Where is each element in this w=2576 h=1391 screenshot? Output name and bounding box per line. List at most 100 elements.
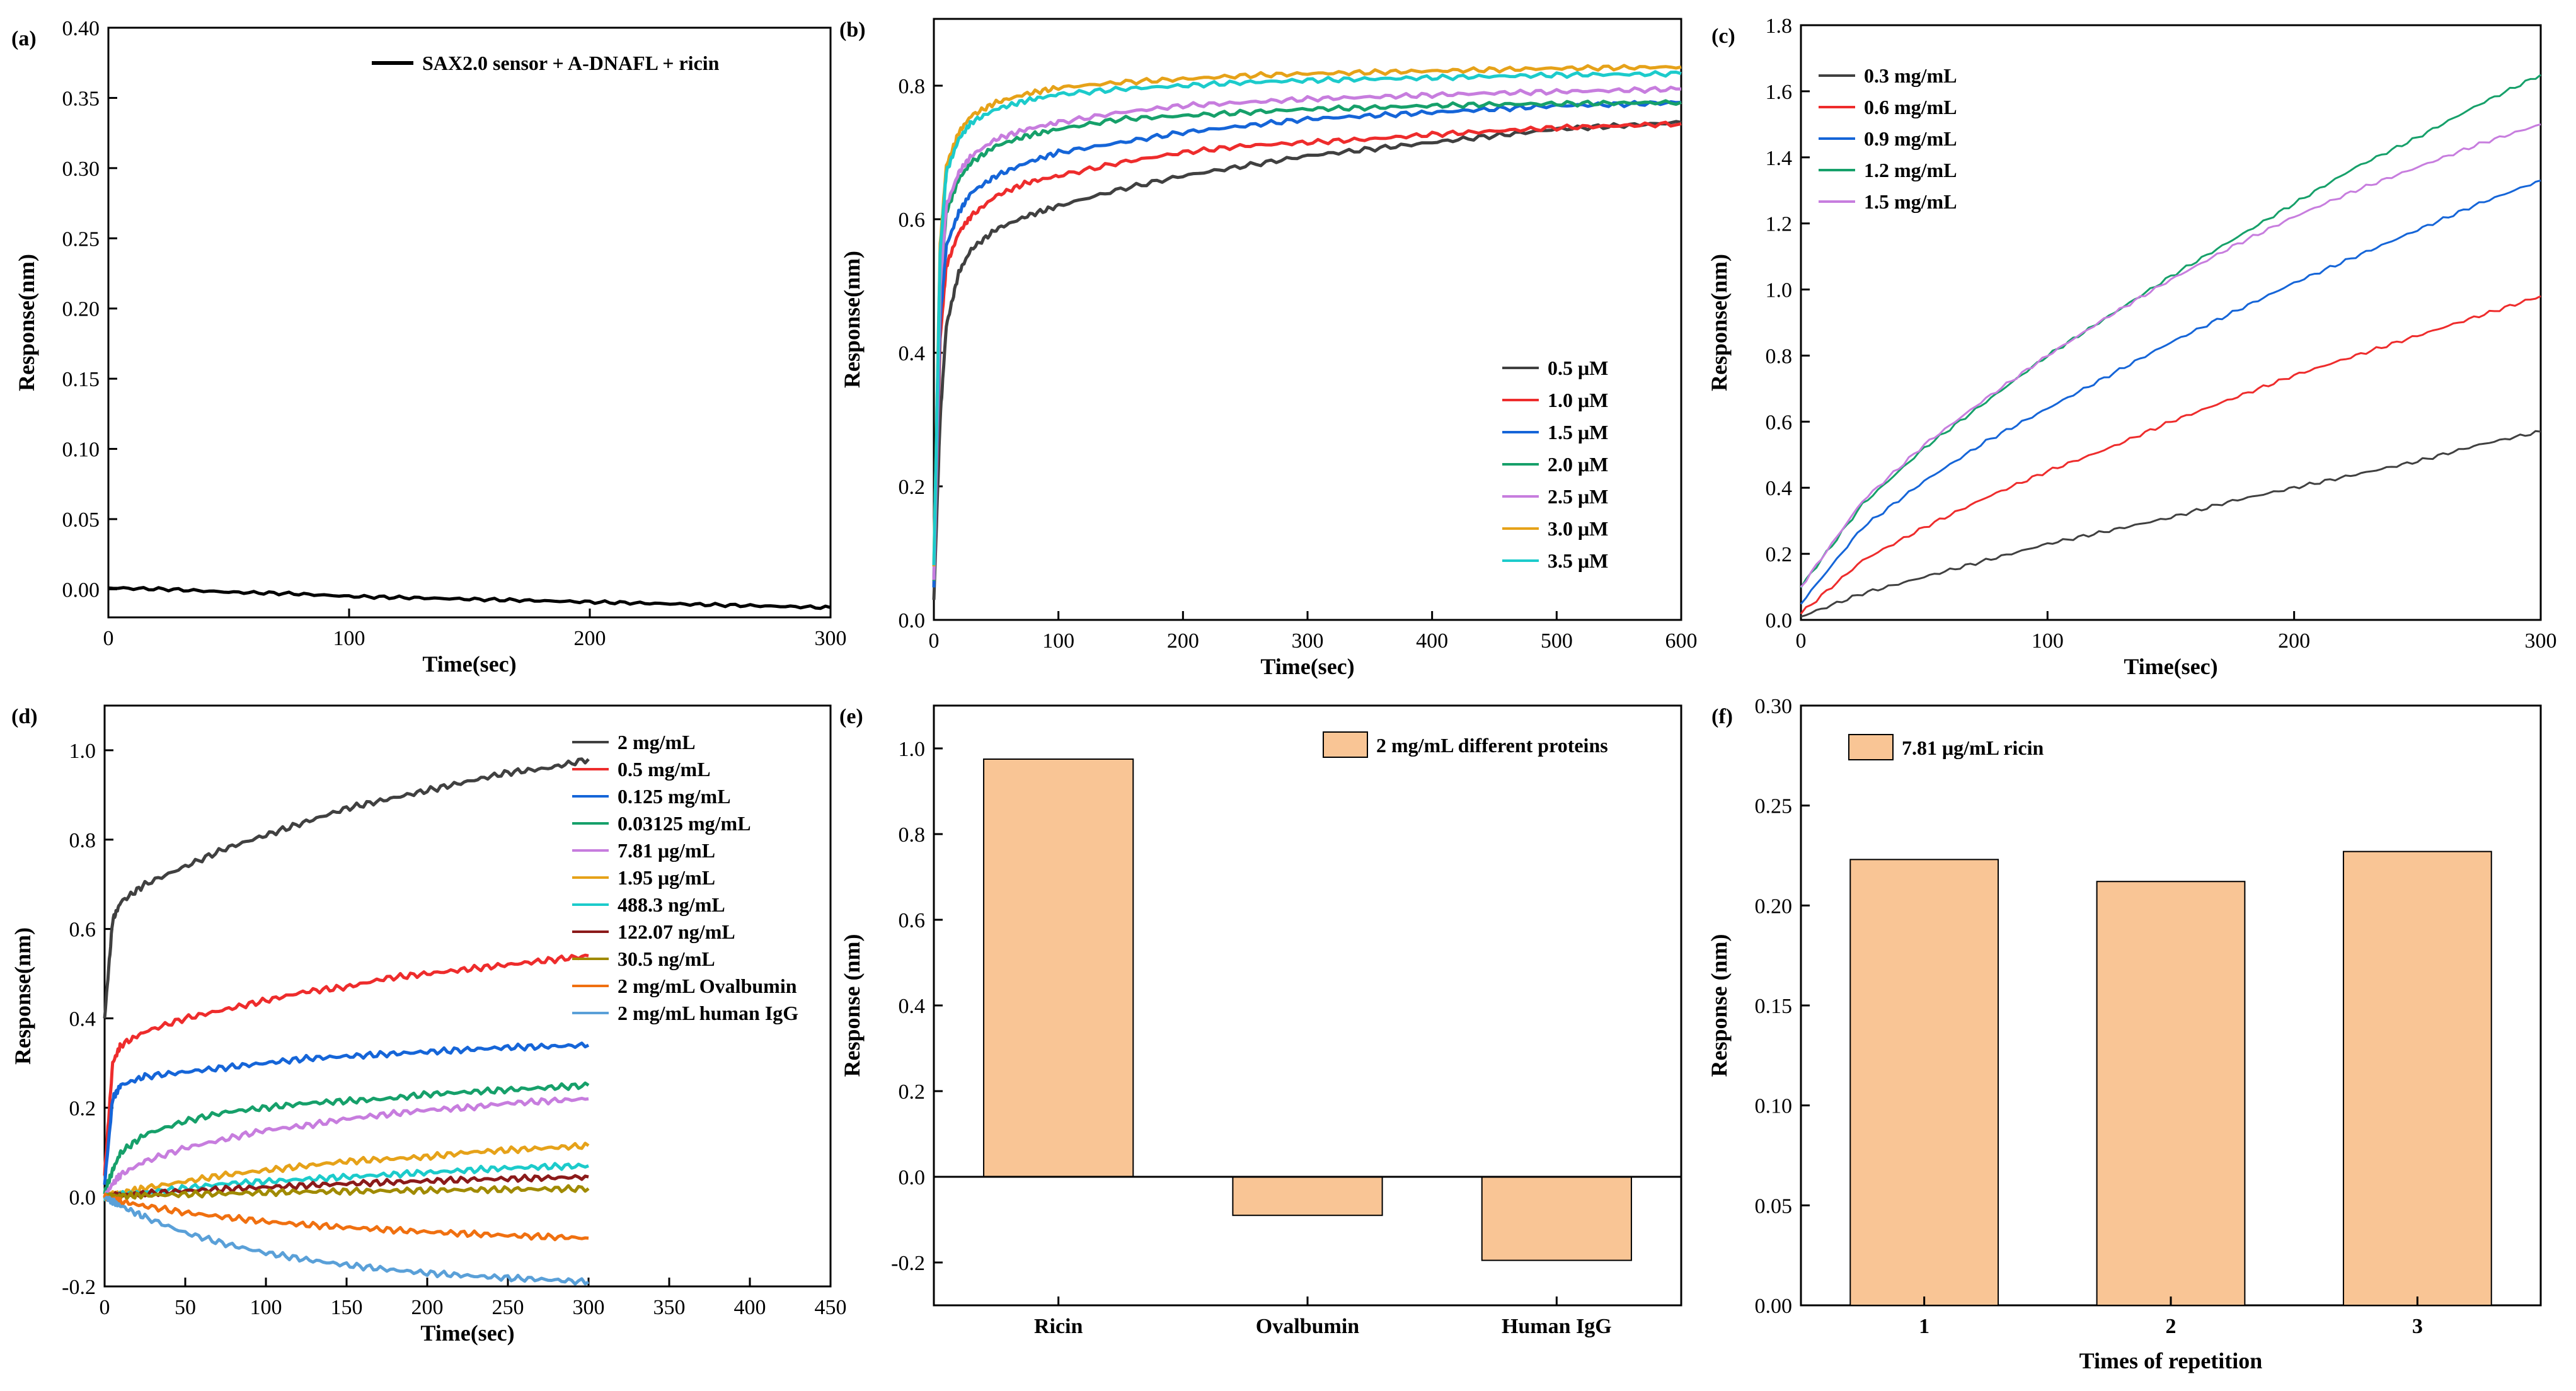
y-tick-label: 0.6	[69, 919, 96, 942]
y-tick-label: 1.0	[1766, 279, 1793, 302]
legend-label: 7.81 μg/mL	[618, 839, 715, 862]
y-tick-label: 0.4	[1766, 477, 1793, 500]
series-line-7-81-g-ml	[103, 1096, 589, 1201]
legend-label: 0.5 μM	[1548, 357, 1608, 379]
x-tick-label: 50	[175, 1296, 196, 1319]
legend-label: 0.3 mg/mL	[1864, 64, 1957, 87]
x-tick-label: 100	[2032, 629, 2064, 653]
series-line-sax2-0-sensor-a-dnafl-ricin	[108, 586, 831, 610]
chart-panel-e: -0.2 0.0 0.2 0.4 0.6 0.8 1.0 Response (nm) (e) Ri…	[839, 704, 1682, 1338]
y-tick-label: 0.20	[62, 298, 100, 321]
x-tick-label: 1	[1919, 1315, 1929, 1338]
x-tick-label: 300	[2525, 629, 2557, 653]
x-axis-label: Time(sec)	[420, 1320, 514, 1346]
series-line-1-2-mg-ml	[1800, 74, 2541, 588]
y-tick-label: 0.05	[62, 508, 100, 532]
legend-label: 488.3 ng/mL	[618, 893, 725, 916]
panel-label: (f)	[1711, 705, 1733, 728]
y-tick-label: 0.2	[1766, 543, 1793, 566]
y-tick-label: 0.05	[1755, 1194, 1793, 1218]
series-line-1-0-m	[932, 120, 1682, 588]
legend-label: 3.5 μM	[1548, 549, 1608, 572]
y-tick-label: 0.2	[69, 1097, 96, 1120]
x-tick-label: 400	[1416, 629, 1448, 653]
y-tick-label: 0.40	[62, 17, 100, 40]
panel-label: (d)	[11, 705, 38, 728]
y-axis-label: Response (nm)	[1706, 934, 1732, 1077]
series-line-1-95-g-ml	[103, 1142, 590, 1200]
series-line-1-5-mg-ml	[1800, 123, 2541, 588]
x-tick-label: 200	[2278, 629, 2310, 653]
y-axis-label: Response (nm)	[839, 934, 865, 1077]
x-tick-label: 150	[331, 1296, 363, 1319]
series-line-2-mg-ml-human-igg	[103, 1196, 590, 1286]
series-line-3-0-m	[932, 64, 1682, 567]
y-tick-label: 0.10	[1755, 1095, 1793, 1118]
y-tick-label: 0.15	[1755, 995, 1793, 1018]
legend-label: 0.9 mg/mL	[1864, 127, 1957, 150]
legend-label: 1.2 mg/mL	[1864, 159, 1957, 181]
y-tick-label: 0.10	[62, 438, 100, 462]
x-tick-label: Ovalbumin	[1256, 1315, 1359, 1338]
series-line-2-5-m	[932, 86, 1682, 580]
series-line-0-3-mg-ml	[1800, 430, 2541, 618]
y-tick-label: 0.0	[1766, 609, 1793, 633]
y-tick-label: 0.30	[62, 157, 100, 181]
x-tick-label: 450	[815, 1296, 847, 1319]
x-tick-label: 200	[411, 1296, 444, 1319]
chart-panel-b: 0.0 0.2 0.4 0.6 0.8 0 100 200 300 400 500 600 Time(s…	[839, 18, 1698, 679]
legend-label: 122.07 ng/mL	[618, 920, 735, 943]
series-line-30-5-ng-ml	[103, 1184, 590, 1202]
series-line-0-125-mg-ml	[103, 1041, 590, 1185]
bar-3	[2342, 850, 2492, 1306]
y-tick-label: 1.4	[1766, 147, 1793, 170]
x-tick-label: 350	[653, 1296, 686, 1319]
plot-frame	[1800, 24, 2542, 621]
series-line-1-5-m	[932, 100, 1682, 588]
legend-label: 1.5 μM	[1548, 421, 1608, 444]
series-line-3-5-m	[932, 70, 1682, 566]
series-line-0-5-m	[932, 120, 1682, 600]
y-tick-label: 1.0	[899, 738, 926, 761]
panel-label: (a)	[11, 27, 37, 50]
series-line-0-9-mg-ml	[1800, 180, 2541, 605]
plot-frame	[103, 704, 832, 1288]
bar-2	[2096, 881, 2246, 1306]
x-axis-label: Time(sec)	[1260, 654, 1354, 679]
series-line-488-3-ng-ml	[103, 1162, 589, 1202]
y-tick-label: 0.6	[899, 909, 926, 932]
legend-label: 2 mg/mL Ovalbumin	[618, 975, 797, 997]
y-tick-label: 0.0	[69, 1186, 96, 1210]
panel-label: (b)	[839, 18, 866, 42]
series-line-2-mg-ml-ovalbumin	[103, 1193, 589, 1242]
y-tick-label: 1.2	[1766, 213, 1793, 236]
x-tick-label: 200	[574, 627, 606, 650]
x-tick-label: 250	[492, 1296, 524, 1319]
y-tick-label: 0.0	[899, 1166, 926, 1189]
y-tick-label: 0.20	[1755, 895, 1793, 918]
x-tick-label: 0	[100, 1296, 110, 1319]
y-tick-label: -0.2	[62, 1276, 96, 1299]
legend-label: 0.125 mg/mL	[618, 785, 731, 808]
y-tick-label: 0.8	[899, 75, 926, 98]
y-tick-label: 1.6	[1766, 81, 1793, 104]
chart-panel-a: 0.00 0.05 0.10 0.15 0.20 0.25 0.30 0.35 0.40 0 100…	[11, 17, 847, 677]
bar-ricin	[983, 758, 1134, 1177]
legend-label: 7.81 μg/mL ricin	[1902, 736, 2044, 759]
legend-swatch	[1323, 731, 1368, 758]
y-tick-label: 0.6	[899, 209, 926, 232]
chart-panel-f: 0.00 0.05 0.10 0.15 0.20 0.25 0.30 Times of rep…	[1706, 695, 2542, 1373]
series-line-0-5-mg-ml	[103, 953, 589, 1176]
x-tick-label: 200	[1167, 629, 1199, 653]
legend-swatch	[1848, 734, 1894, 760]
bar-human-igg	[1481, 1176, 1632, 1261]
series-line-0-03125-mg-ml	[103, 1081, 590, 1194]
legend-label: 2 mg/mL	[618, 731, 696, 753]
series-line-0-6-mg-ml	[1800, 295, 2541, 615]
y-tick-label: 0.30	[1755, 695, 1793, 718]
x-tick-label: 100	[333, 627, 365, 650]
legend-label: 2.5 μM	[1548, 485, 1608, 508]
x-tick-label: 600	[1665, 629, 1698, 653]
y-axis-label: Response(nm)	[1706, 254, 1732, 391]
